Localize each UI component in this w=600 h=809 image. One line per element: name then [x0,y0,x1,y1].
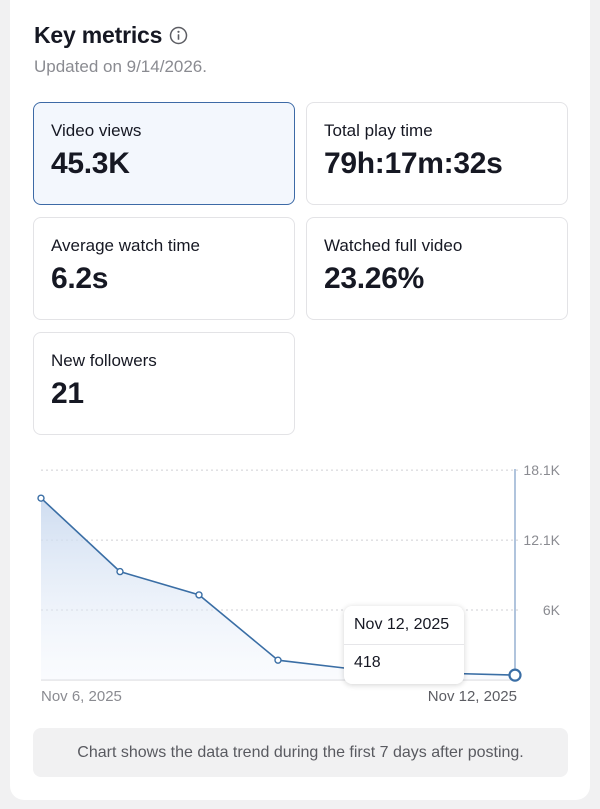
data-point[interactable] [274,656,282,664]
y-tick-label: 12.1K [523,532,560,548]
y-tick-label: 18.1K [523,462,560,478]
metric-card-average-watch-time[interactable]: Average watch time 6.2s [33,217,295,320]
metric-value: 6.2s [51,262,109,295]
metric-label: Average watch time [51,236,200,255]
metric-label: Video views [51,121,142,140]
y-tick-label: 6K [543,602,561,618]
updated-date: Updated on 9/14/2026. [34,57,207,76]
chart-note: Chart shows the data trend during the fi… [33,728,568,777]
tooltip-value: 418 [354,654,381,671]
tooltip-date: Nov 12, 2025 [354,616,450,633]
metric-label: New followers [51,351,157,370]
x-tick-label: Nov 12, 2025 [428,688,517,705]
metric-label: Watched full video [324,236,463,255]
x-tick-label: Nov 6, 2025 [41,688,122,705]
chart-tooltip: Nov 12, 2025 418 [344,606,464,684]
trend-chart[interactable]: 6K 12.1K 18.1K Nov 6, 2025 Nov 12, 2025 [30,455,570,715]
info-icon[interactable] [169,26,188,45]
metric-card-watched-full-video[interactable]: Watched full video 23.26% [306,217,568,320]
metric-value: 21 [51,377,84,410]
data-point[interactable] [116,567,124,576]
page-title: Key metrics [34,22,163,48]
title-row: Key metrics [34,22,188,49]
data-point[interactable] [195,591,203,599]
area-fill [41,498,515,680]
metric-card-total-play-time[interactable]: Total play time 79h:17m:32s [306,102,568,205]
metric-card-video-views[interactable]: Video views 45.3K [33,102,295,205]
metric-card-new-followers[interactable]: New followers 21 [33,332,295,435]
tooltip-divider [344,644,464,645]
metric-value: 79h:17m:32s [324,147,503,180]
metric-label: Total play time [324,121,433,140]
data-point[interactable] [37,494,45,502]
metric-value: 45.3K [51,147,130,180]
data-point-selected[interactable] [508,668,522,682]
metric-value: 23.26% [324,262,424,295]
